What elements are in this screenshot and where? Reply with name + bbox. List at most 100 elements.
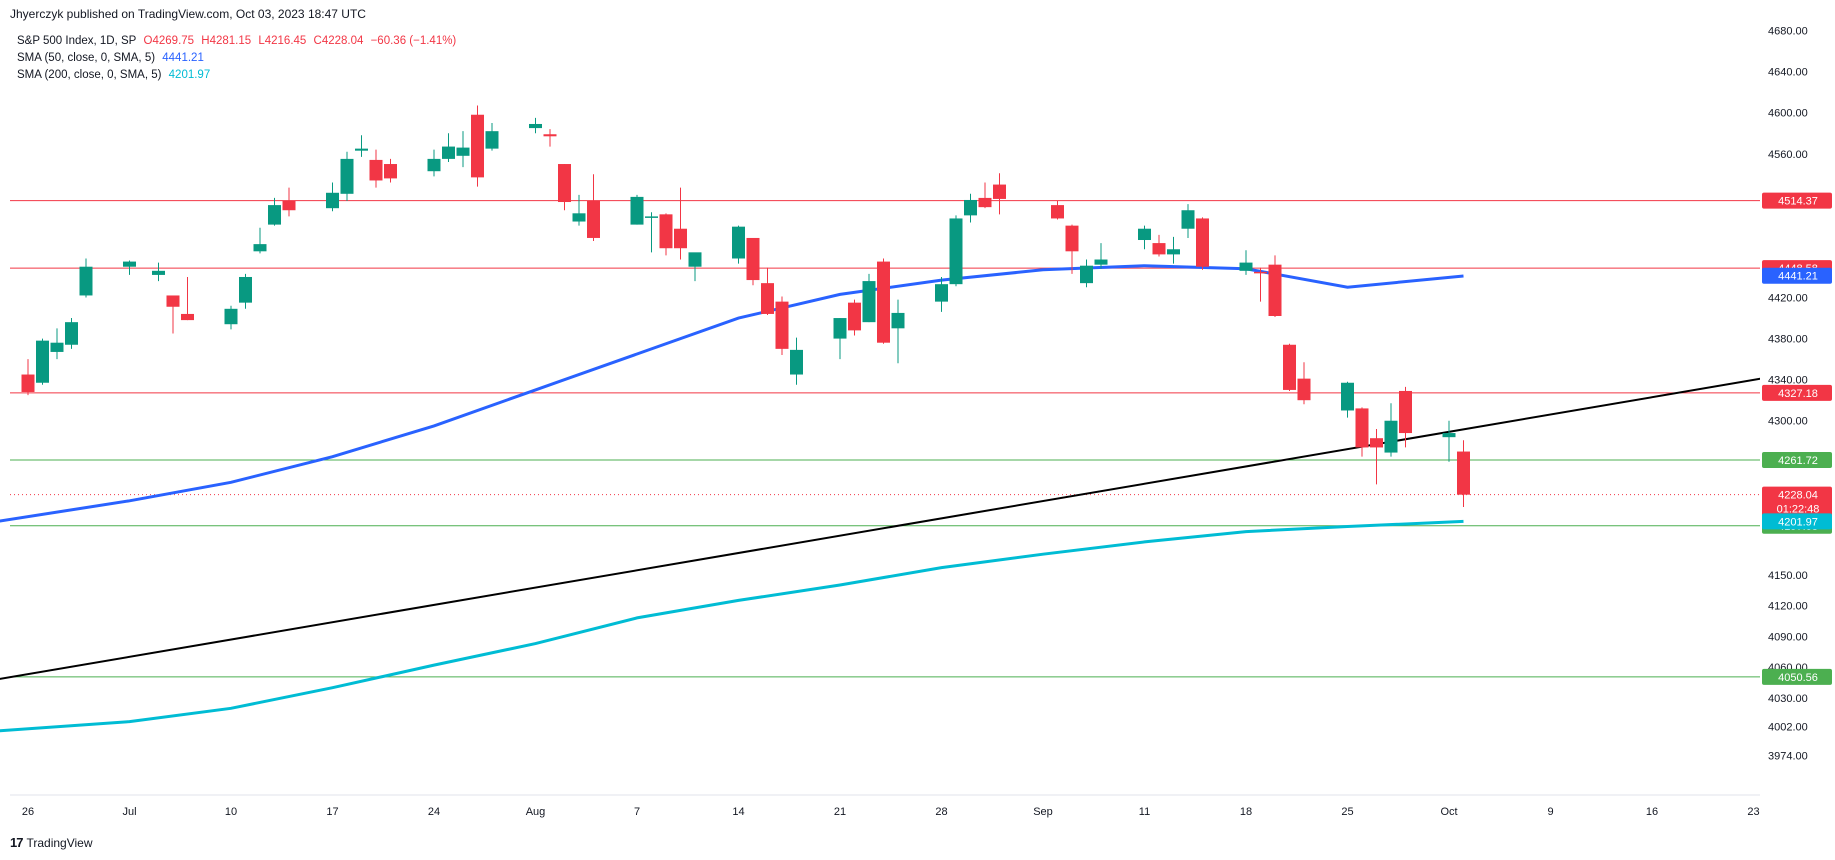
ohlc-high: H4281.15: [201, 35, 252, 47]
candles: [21, 105, 1470, 507]
candle-body: [1268, 264, 1282, 316]
sma50-value: 4441.21: [162, 52, 204, 64]
y-tick-label: 4300.00: [1768, 416, 1808, 428]
axes: 4680.00 4640.00 4600.00 4560.00 4420.00 4380.…: [10, 0, 1835, 830]
candle-body: [746, 237, 760, 281]
x-tick-label: 24: [428, 806, 440, 818]
candle-body: [674, 228, 687, 249]
brand-name: TradingView: [26, 835, 93, 850]
y-tick-label: 4030.00: [1768, 693, 1808, 705]
candle-body: [732, 226, 745, 259]
sma200-value: 4201.97: [168, 69, 211, 81]
candle-body: [384, 164, 397, 179]
candle-body: [427, 158, 441, 172]
candle-body: [1152, 243, 1166, 255]
level-badge-label: 4050.56: [1778, 672, 1818, 684]
candle-body: [572, 213, 586, 222]
level-badge-bg: [1762, 452, 1832, 469]
candle-body: [891, 312, 905, 329]
chart-legend: S&P 500 Index, 1D, SP O4269.75 H4281.15 …: [17, 33, 460, 84]
x-tick-label: 7: [634, 806, 640, 818]
level-badge-bg: [1762, 384, 1832, 401]
candle-body: [529, 123, 542, 129]
candle-body: [166, 295, 180, 307]
price-badge-bg: [1762, 513, 1832, 530]
level-badge-label: 4261.72: [1778, 455, 1818, 467]
candle-body: [224, 308, 238, 325]
candle-body: [326, 192, 339, 209]
price-badge-label: 4441.21: [1778, 271, 1818, 283]
price-badge-label: 4201.97: [1778, 516, 1818, 528]
candle-body: [471, 114, 484, 178]
candle-body: [775, 301, 789, 349]
y-tick-label: 4120.00: [1768, 601, 1808, 613]
candle-body: [21, 374, 35, 392]
candle-body: [543, 134, 557, 137]
candle-body: [790, 349, 803, 375]
candle-body: [282, 200, 296, 211]
price-axis-bg: [1760, 0, 1835, 830]
candle-body: [630, 196, 644, 225]
level-badge-label: 4514.37: [1778, 196, 1818, 208]
y-tick-label: 4640.00: [1768, 67, 1808, 79]
price-chart[interactable]: 4680.00 4640.00 4600.00 4560.00 4420.00 4380.…: [0, 0, 1835, 830]
x-tick-label: 25: [1341, 806, 1353, 818]
x-tick-label: 10: [225, 806, 237, 818]
candle-body: [659, 214, 673, 249]
candle-body: [1065, 225, 1079, 252]
x-tick-label: 28: [935, 806, 947, 818]
candle-body: [456, 147, 470, 156]
ohlc-close: C4228.04: [313, 35, 364, 47]
candle-body: [1080, 265, 1093, 284]
candle-body: [761, 283, 774, 314]
price-badge-bg: [1762, 486, 1832, 517]
candle-body: [1384, 420, 1398, 453]
tradingview-brand[interactable]: 17 TradingView: [10, 835, 93, 850]
y-tick-label: 4150.00: [1768, 570, 1808, 582]
candle-body: [1297, 378, 1311, 401]
candle-body: [1283, 344, 1296, 390]
candle-body: [1254, 271, 1267, 274]
candle-body: [1457, 451, 1470, 495]
publisher-line: Jhyerczyk published on TradingView.com, …: [10, 7, 366, 21]
level-badge-bg: [1762, 668, 1832, 685]
ohlc-change: −60.36 (−1.41%): [370, 35, 457, 47]
price-badge-bg: [1762, 267, 1832, 284]
candle-body: [949, 218, 963, 285]
price-badge-label: 4228.04: [1778, 490, 1818, 502]
y-tick-label: 4600.00: [1768, 108, 1808, 120]
x-tick-label: Aug: [526, 806, 546, 818]
candle-body: [369, 159, 383, 181]
y-tick-label: 4380.00: [1768, 334, 1808, 346]
x-tick-label: Oct: [1440, 806, 1457, 818]
level-badge-label: 4327.18: [1778, 388, 1818, 400]
x-tick-label: Sep: [1033, 806, 1053, 818]
candle-body: [688, 252, 702, 267]
x-tick-label: 26: [22, 806, 34, 818]
candle-body: [587, 200, 600, 238]
legend-sma200-row[interactable]: SMA (200, close, 0, SMA, 5) 4201.97: [17, 67, 460, 84]
candle-body: [993, 184, 1006, 199]
symbol-title[interactable]: S&P 500 Index, 1D, SP: [17, 35, 137, 47]
indicator-lines: [0, 264, 1798, 733]
candle-body: [181, 313, 194, 321]
candle-body: [268, 205, 281, 225]
sma50-line: [0, 264, 1464, 523]
candle-body: [1181, 210, 1195, 229]
candle-body: [1094, 259, 1108, 265]
y-tick-label: 4090.00: [1768, 631, 1808, 643]
y-tick-label: 4560.00: [1768, 149, 1808, 161]
x-tick-label: 21: [834, 806, 846, 818]
legend-sma50-row[interactable]: SMA (50, close, 0, SMA, 5) 4441.21: [17, 50, 460, 67]
y-tick-label: 3974.00: [1768, 750, 1808, 762]
tradingview-logo-icon: 17: [10, 835, 24, 850]
y-tick-label: 4680.00: [1768, 26, 1808, 38]
candle-body: [340, 158, 354, 194]
ohlc-open: O4269.75: [143, 35, 195, 47]
candle-body: [1167, 249, 1180, 255]
candle-body: [442, 146, 455, 159]
candle-body: [79, 266, 93, 296]
candle-body: [935, 284, 948, 302]
candle-body: [36, 340, 49, 383]
candle-body: [877, 261, 890, 343]
